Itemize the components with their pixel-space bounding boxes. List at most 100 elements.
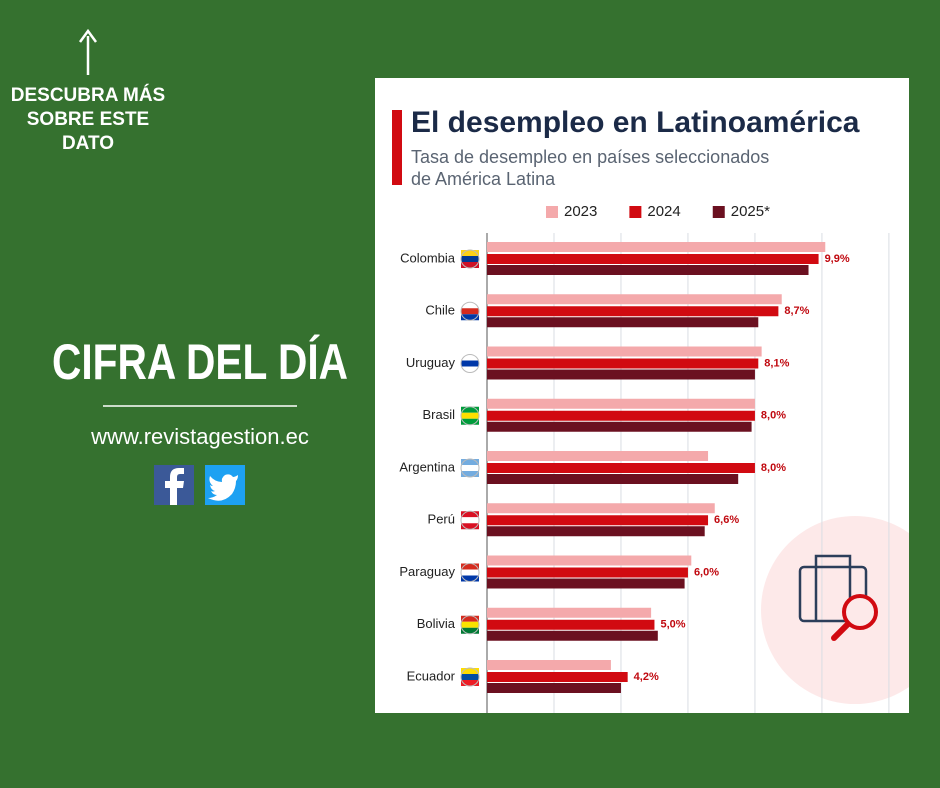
flag-band xyxy=(461,621,479,628)
bar xyxy=(487,421,752,432)
flag-ring xyxy=(460,510,480,530)
cta-line[interactable]: DESCUBRA MÁS xyxy=(11,84,165,106)
flag-band xyxy=(461,262,479,268)
bar xyxy=(487,306,779,317)
cta-line[interactable]: DATO xyxy=(62,133,114,154)
bar xyxy=(487,410,755,421)
flag-ring xyxy=(460,406,480,426)
flag-ring xyxy=(460,667,480,687)
value-label: 8,7% xyxy=(784,305,809,317)
legend-swatch xyxy=(629,206,642,218)
bar xyxy=(487,578,685,589)
value-label: 8,1% xyxy=(764,357,789,369)
bar xyxy=(487,451,709,461)
flag-ring xyxy=(460,249,480,269)
bar xyxy=(487,672,628,682)
flag-band xyxy=(461,615,479,622)
flag-band xyxy=(461,511,479,518)
twitter-glyph xyxy=(208,474,238,501)
flag-band xyxy=(461,563,479,570)
bar xyxy=(487,619,655,630)
bar xyxy=(487,254,819,264)
chart-subtitle: Tasa de desempleo en países seleccionado… xyxy=(411,147,769,167)
category-label: Uruguay xyxy=(406,355,456,370)
facebook-glyph xyxy=(165,468,184,505)
arrow-head xyxy=(78,28,98,43)
value-label: 8,0% xyxy=(761,410,786,422)
flag-band xyxy=(461,366,479,373)
bar xyxy=(487,346,762,357)
flag-band xyxy=(461,256,479,262)
decor-icon xyxy=(798,554,878,641)
bar xyxy=(487,660,611,670)
bar xyxy=(487,317,759,328)
decor-circle xyxy=(761,516,909,704)
headline: CIFRA DEL DÍA xyxy=(52,334,348,390)
flag-ring xyxy=(460,458,480,478)
bar xyxy=(487,567,688,578)
category-label: Paraguay xyxy=(399,564,455,579)
flag-band xyxy=(461,354,479,361)
bar xyxy=(487,242,826,252)
flag-band xyxy=(461,668,479,674)
value-label: 6,6% xyxy=(714,514,739,526)
bar xyxy=(487,294,782,305)
bar xyxy=(487,526,705,537)
value-label: 9,9% xyxy=(825,253,850,265)
legend-label: 2024 xyxy=(647,203,680,220)
value-label: 4,2% xyxy=(634,671,659,683)
category-label: Ecuador xyxy=(407,668,456,683)
legend-swatch xyxy=(712,206,725,218)
flag-band xyxy=(461,418,479,425)
flag-band xyxy=(461,569,479,576)
bar xyxy=(487,358,759,369)
bar xyxy=(487,265,809,275)
value-label: 8,0% xyxy=(761,462,786,474)
category-label: Chile xyxy=(425,303,455,318)
flag-ring xyxy=(460,354,480,373)
value-label: 6,0% xyxy=(694,566,719,578)
category-label: Bolivia xyxy=(417,616,456,631)
flag-ring xyxy=(460,615,480,635)
flag-band xyxy=(461,575,479,582)
bar xyxy=(487,555,692,566)
flag-band xyxy=(461,459,479,465)
bar xyxy=(487,369,755,380)
bar xyxy=(487,474,739,484)
flag-band xyxy=(461,674,479,680)
flag-band xyxy=(461,406,479,413)
category-label: Perú xyxy=(428,512,455,527)
flag-band xyxy=(461,360,479,367)
flag-ring xyxy=(460,301,480,321)
bar xyxy=(487,503,715,514)
category-label: Brasil xyxy=(422,407,455,422)
legend-label: 2023 xyxy=(564,203,597,220)
flag-band xyxy=(461,412,479,419)
flag-band xyxy=(461,308,479,315)
cta-line[interactable]: SOBRE ESTE xyxy=(27,109,149,130)
flag-band xyxy=(461,465,479,471)
bar xyxy=(487,630,658,641)
bar xyxy=(487,683,621,693)
bar xyxy=(487,515,709,526)
value-label: 5,0% xyxy=(660,619,685,631)
flag-band xyxy=(461,471,479,477)
category-label: Argentina xyxy=(399,459,455,474)
flag-ring xyxy=(460,563,480,582)
flag-band xyxy=(461,680,479,686)
flag-band xyxy=(461,250,479,256)
legend-label: 2025* xyxy=(731,203,770,220)
legend-swatch xyxy=(546,206,558,218)
category-label: Colombia xyxy=(400,250,456,265)
bar xyxy=(487,463,755,473)
bar xyxy=(487,607,652,618)
chart-subtitle: de América Latina xyxy=(411,169,556,189)
bar xyxy=(487,398,755,409)
flag-band xyxy=(461,314,479,321)
url[interactable]: www.revistagestion.ec xyxy=(90,424,309,449)
flag-band xyxy=(461,517,479,524)
flag-band xyxy=(461,523,479,530)
flag-band xyxy=(461,302,479,309)
title-accent xyxy=(392,110,402,185)
